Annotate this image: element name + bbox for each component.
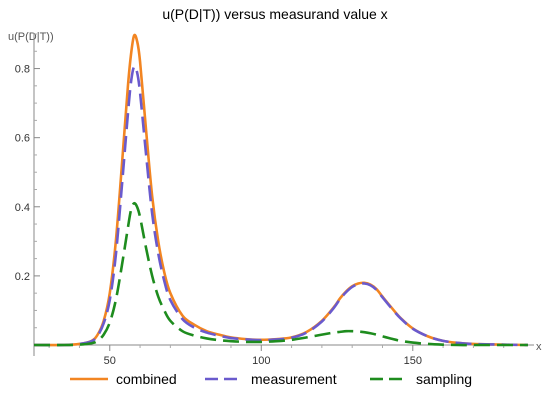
plot-area <box>33 33 528 347</box>
y-tick-label: 0.8 <box>15 64 30 76</box>
legend-label-sampling: sampling <box>416 371 472 387</box>
series-line-sampling <box>33 201 528 347</box>
legend-label-measurement: measurement <box>251 371 337 387</box>
y-tick-label: 0.4 <box>15 202 30 214</box>
x-axis-label: x <box>536 341 542 353</box>
y-tick-label: 0.2 <box>15 271 30 283</box>
x-tick-label: 100 <box>252 355 270 367</box>
axes: 50 100 150 0.2 0.4 0.6 0.8 <box>15 33 534 367</box>
chart-title: u(P(D|T)) versus measurand value x <box>162 6 387 22</box>
x-tick-label: 150 <box>404 355 422 367</box>
legend-label-combined: combined <box>116 371 177 387</box>
legend: combined measurement sampling <box>70 371 472 387</box>
series-line-combined <box>33 33 528 347</box>
y-tick-label: 0.6 <box>15 133 30 145</box>
x-tick-label: 50 <box>104 355 116 367</box>
y-axis-label: u(P(D|T)) <box>8 31 54 43</box>
series-line-measurement <box>33 65 528 347</box>
